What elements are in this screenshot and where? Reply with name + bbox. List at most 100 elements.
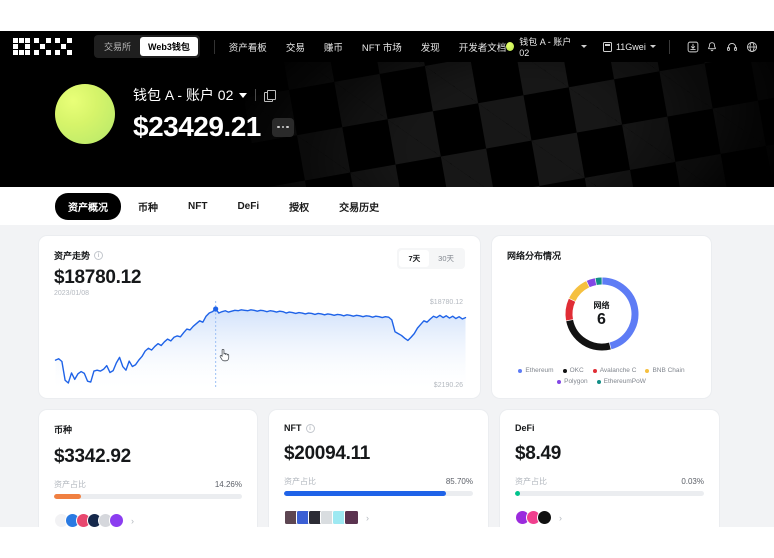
defi-protocol-stack[interactable]: › — [515, 510, 704, 525]
chart-high-label: $18780.12 — [429, 299, 463, 306]
legend-color-swatch — [592, 368, 597, 373]
donut-segment-polygon[interactable] — [586, 278, 596, 288]
donut-segment-ethereumpow[interactable] — [595, 277, 602, 285]
trend-line-chart-svg — [54, 301, 467, 389]
chevron-right-icon[interactable]: › — [131, 515, 134, 526]
legend-label: EthereumPoW — [603, 378, 646, 385]
chevron-right-icon[interactable]: › — [559, 512, 562, 523]
nft-thumbnail-stack[interactable]: › — [284, 510, 473, 525]
token-icon-3[interactable] — [537, 510, 552, 525]
avatar[interactable] — [55, 84, 115, 144]
range-30d[interactable]: 30天 — [438, 254, 454, 263]
section-tabs: 资产概况 币种 NFT DeFi 授权 交易历史 — [0, 187, 774, 225]
asset-trend-card: 资产走势 i $18780.12 2023/01/08 7天 30天 — [38, 235, 481, 399]
bell-icon[interactable] — [703, 36, 723, 58]
defi-ratio-label: 资产占比 — [515, 477, 547, 486]
total-balance-value: $23429.21 — [133, 111, 261, 142]
okx-logo-o-icon — [13, 38, 30, 55]
legend-color-swatch — [557, 379, 562, 384]
asset-trend-date: 2023/01/08 — [54, 290, 90, 297]
legend-item-bnb-chain[interactable]: BNB Chain — [645, 367, 685, 374]
top-navigation-bar: 交易所 Web3钱包 资产看板 交易 赚币 NFT 市场 发现 开发者文档 钱包… — [0, 31, 774, 62]
top-card-row: 资产走势 i $18780.12 2023/01/08 7天 30天 — [38, 235, 736, 399]
nav-link-earn[interactable]: 赚币 — [323, 42, 343, 54]
asset-trend-value: $18780.12 — [54, 267, 142, 288]
nav-link-discover[interactable]: 发现 — [420, 42, 440, 54]
tab-nft[interactable]: NFT — [188, 200, 208, 212]
tokens-progress-bar — [54, 494, 242, 499]
legend-item-ethereumpow[interactable]: EthereumPoW — [596, 378, 646, 385]
nav-links: 资产看板 交易 赚币 NFT 市场 发现 开发者文档 — [229, 40, 507, 54]
gas-price-label: 11Gwei — [615, 41, 646, 52]
legend-label: BNB Chain — [652, 367, 685, 374]
segment-web3-wallet[interactable]: Web3钱包 — [140, 37, 198, 56]
nft-progress-bar — [284, 491, 473, 496]
tab-transaction-history[interactable]: 交易历史 — [339, 202, 380, 214]
balance-row: $23429.21 — [133, 111, 294, 143]
chevron-right-icon[interactable]: › — [366, 512, 369, 523]
info-icon[interactable]: i — [94, 251, 104, 260]
info-icon[interactable]: i — [305, 423, 315, 433]
legend-label: Avalanche C — [599, 367, 637, 374]
product-switcher[interactable]: 交易所 Web3钱包 — [94, 35, 200, 58]
donut-segment-avalanche-c[interactable] — [565, 298, 575, 321]
more-options-button[interactable] — [271, 117, 294, 137]
nav-link-nft-market[interactable]: NFT 市场 — [361, 42, 402, 54]
tab-tokens[interactable]: 币种 — [138, 202, 158, 214]
wallet-name-label: 钱包 A - 账户 02 — [133, 87, 234, 103]
defi-progress-fill — [515, 491, 520, 496]
hero-content: 钱包 A - 账户 02 $23429.21 — [0, 62, 774, 144]
nft-thumbnail-6[interactable] — [344, 510, 359, 525]
legend-label: Ethereum — [525, 367, 554, 374]
legend-item-avalanche-c[interactable]: Avalanche C — [592, 367, 637, 374]
tokens-summary-card[interactable]: 币种 $3342.92 资产占比 14.26% › — [38, 409, 258, 527]
chevron-down-icon — [649, 45, 656, 48]
nav-divider — [213, 39, 215, 54]
donut-segment-okc[interactable] — [565, 319, 611, 351]
tokens-ratio-value: 14.26% — [214, 480, 242, 489]
nav-link-asset-dashboard[interactable]: 资产看板 — [228, 42, 267, 54]
gas-pump-icon — [602, 41, 612, 52]
nft-ratio-row: 资产占比 85.70% — [284, 476, 473, 487]
segment-exchange[interactable]: 交易所 — [104, 42, 132, 52]
tokens-value: $3342.92 — [54, 446, 131, 467]
globe-icon[interactable] — [742, 36, 762, 58]
account-selector[interactable]: 钱包 A - 账户 02 — [506, 35, 587, 58]
stat-card-row: 币种 $3342.92 资产占比 14.26% › NFT — [38, 409, 736, 527]
copy-icon[interactable] — [264, 89, 277, 102]
chevron-down-icon[interactable] — [239, 92, 248, 98]
defi-card-title: DeFi — [515, 423, 535, 433]
tab-defi[interactable]: DeFi — [237, 200, 260, 212]
legend-color-swatch — [562, 368, 567, 373]
donut-segment-ethereum[interactable] — [601, 277, 638, 350]
token-icon-6[interactable] — [109, 513, 124, 527]
tokens-ratio-row: 资产占比 14.26% — [54, 479, 242, 490]
nft-summary-card[interactable]: NFT i $20094.11 资产占比 85.70% › — [268, 409, 489, 527]
okx-logo[interactable] — [13, 38, 72, 55]
defi-summary-card[interactable]: DeFi $8.49 资产占比 0.03% › — [499, 409, 720, 527]
legend-label: OKC — [569, 367, 584, 374]
tab-approvals[interactable]: 授权 — [289, 202, 310, 214]
time-range-toggle[interactable]: 7天 30天 — [397, 248, 465, 269]
okx-web3-wallet-app: 交易所 Web3钱包 资产看板 交易 赚币 NFT 市场 发现 开发者文档 钱包… — [0, 31, 774, 527]
tokens-progress-fill — [54, 494, 81, 499]
asset-trend-title-row: 资产走势 i — [54, 249, 465, 262]
card-title-label: 资产走势 — [54, 251, 91, 261]
divider — [255, 89, 257, 101]
defi-ratio-value: 0.03% — [681, 477, 704, 486]
tab-overview[interactable]: 资产概况 — [55, 192, 121, 220]
asset-trend-chart[interactable]: $18780.12 $2190.26 — [54, 299, 467, 389]
legend-item-polygon[interactable]: Polygon — [557, 378, 588, 385]
legend-item-ethereum[interactable]: Ethereum — [518, 367, 554, 374]
range-7d[interactable]: 7天 — [399, 250, 430, 267]
nav-link-trade[interactable]: 交易 — [285, 42, 305, 54]
nav-divider — [668, 39, 670, 54]
gas-price-indicator[interactable]: 11Gwei — [602, 41, 656, 52]
headset-icon[interactable] — [722, 36, 742, 58]
download-icon[interactable] — [683, 36, 703, 58]
donut-segment-bnb-chain[interactable] — [568, 281, 589, 302]
defi-value: $8.49 — [515, 443, 562, 464]
legend-item-okc[interactable]: OKC — [562, 367, 584, 374]
nav-link-developer-docs[interactable]: 开发者文档 — [458, 42, 507, 54]
token-icon-stack[interactable]: › — [54, 513, 242, 527]
